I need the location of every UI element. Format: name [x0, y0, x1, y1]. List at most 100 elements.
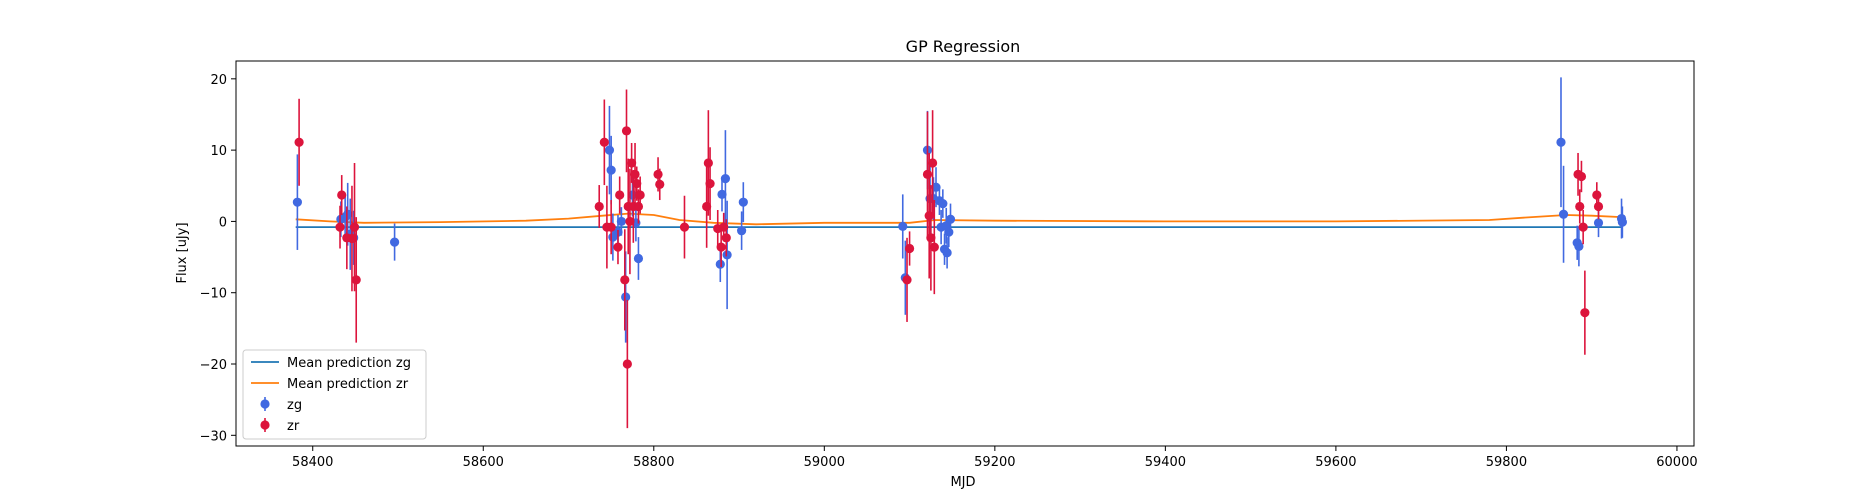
legend-swatch-marker	[260, 420, 270, 430]
plot-frame	[235, 60, 1695, 447]
point-marker	[1592, 190, 1602, 200]
chart-title: GP Regression	[906, 37, 1021, 56]
data-point-zr	[351, 217, 361, 343]
point-marker	[1578, 222, 1588, 232]
data-point-zr	[613, 229, 623, 265]
legend-entry: zg	[260, 397, 302, 413]
point-marker	[655, 179, 665, 189]
point-marker	[389, 237, 400, 247]
data-point-zr	[926, 185, 936, 291]
data-point-zr	[622, 299, 632, 429]
point-marker	[928, 158, 938, 168]
legend-label: zg	[287, 398, 302, 413]
point-marker	[621, 292, 631, 302]
data-point-zg	[633, 237, 644, 280]
point-marker	[632, 179, 642, 189]
point-marker	[292, 197, 302, 207]
point-marker	[335, 222, 345, 232]
data-point-zg	[616, 207, 626, 236]
x-tick-label: 60000	[1656, 455, 1697, 470]
legend: Mean prediction zg Mean prediction zr zg zr	[242, 349, 427, 440]
data-point-zr	[655, 168, 665, 201]
point-marker	[898, 221, 908, 232]
data-point-zr	[1575, 189, 1585, 224]
point-marker	[1576, 171, 1587, 182]
point-marker	[599, 137, 609, 147]
point-marker	[703, 158, 713, 168]
point-marker	[942, 248, 952, 258]
point-marker	[1593, 201, 1604, 212]
y-tick-label: 0	[219, 215, 227, 230]
legend-entry: Mean prediction zr	[251, 377, 409, 392]
data-point-zr	[606, 200, 616, 255]
data-point-zr	[1578, 210, 1588, 245]
data-point-zg	[1574, 226, 1584, 267]
point-marker	[738, 197, 748, 207]
point-marker	[1593, 218, 1604, 228]
data-point-zr	[625, 168, 635, 275]
data-point-zr	[1580, 270, 1590, 355]
data-point-zr	[721, 219, 731, 257]
data-point-zg	[292, 154, 302, 250]
point-marker	[902, 275, 912, 285]
point-marker	[922, 169, 933, 179]
y-tick-label: −10	[200, 287, 227, 302]
point-marker	[622, 359, 632, 369]
point-marker	[594, 201, 604, 212]
point-marker	[337, 190, 347, 200]
data-point-zg	[737, 211, 747, 250]
data-point-zr	[1576, 160, 1587, 193]
y-tick-label: 10	[210, 144, 227, 159]
point-marker	[613, 242, 623, 252]
point-marker	[1558, 209, 1569, 219]
point-marker	[715, 259, 725, 269]
data-point-zg	[898, 194, 908, 259]
x-tick-label: 59600	[1315, 455, 1356, 470]
legend-label: Mean prediction zg	[287, 356, 411, 371]
data-point-zr	[716, 227, 726, 268]
data-point-zg	[938, 189, 948, 218]
point-marker	[1574, 241, 1584, 251]
data-point-zr	[599, 99, 609, 186]
point-marker	[1580, 308, 1590, 318]
x-axis-ticks: 58400 58600 58800 59000 59200 59400 59600 59800…	[292, 446, 1698, 470]
point-marker	[1575, 201, 1585, 212]
point-marker	[945, 214, 956, 224]
data-point-zr	[928, 110, 938, 216]
data-point-zg	[1558, 165, 1569, 263]
data-point-zr	[1593, 193, 1604, 220]
data-point-zr	[620, 229, 630, 331]
data-point-zr	[335, 205, 345, 249]
point-marker	[616, 216, 626, 227]
point-marker	[1556, 137, 1566, 147]
y-tick-label: −30	[200, 429, 227, 444]
point-marker	[717, 189, 727, 199]
point-marker	[926, 233, 936, 243]
point-marker	[615, 190, 625, 200]
legend-entry: zr	[260, 418, 300, 434]
data-point-zr	[594, 185, 604, 228]
data-point-zg	[945, 203, 956, 235]
data-point-zr	[294, 98, 304, 186]
point-marker	[349, 222, 360, 232]
point-marker	[635, 190, 645, 200]
legend-label: zr	[287, 419, 300, 434]
data-point-zg	[389, 223, 400, 261]
x-tick-label: 59200	[974, 455, 1015, 470]
y-axis-ticks: −30 −20 −10 0 10 20	[200, 73, 236, 444]
data-point-zr	[621, 89, 632, 173]
point-marker	[604, 145, 615, 155]
point-marker	[620, 275, 630, 285]
point-marker	[630, 169, 640, 179]
data-point-zg	[942, 237, 952, 269]
point-marker	[625, 216, 635, 227]
legend-label: Mean prediction zr	[287, 377, 409, 392]
point-marker	[679, 222, 690, 232]
point-marker	[944, 227, 954, 237]
x-tick-label: 59400	[1145, 455, 1186, 470]
plot-area	[235, 60, 1695, 447]
data-point-zr	[904, 231, 915, 266]
point-marker	[351, 275, 361, 285]
data-point-zg	[715, 246, 725, 283]
